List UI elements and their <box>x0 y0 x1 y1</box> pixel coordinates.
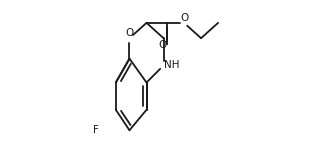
Text: O: O <box>180 13 188 23</box>
Text: F: F <box>93 125 99 135</box>
Text: O: O <box>159 40 167 50</box>
Text: NH: NH <box>164 61 179 70</box>
Text: O: O <box>125 28 134 38</box>
